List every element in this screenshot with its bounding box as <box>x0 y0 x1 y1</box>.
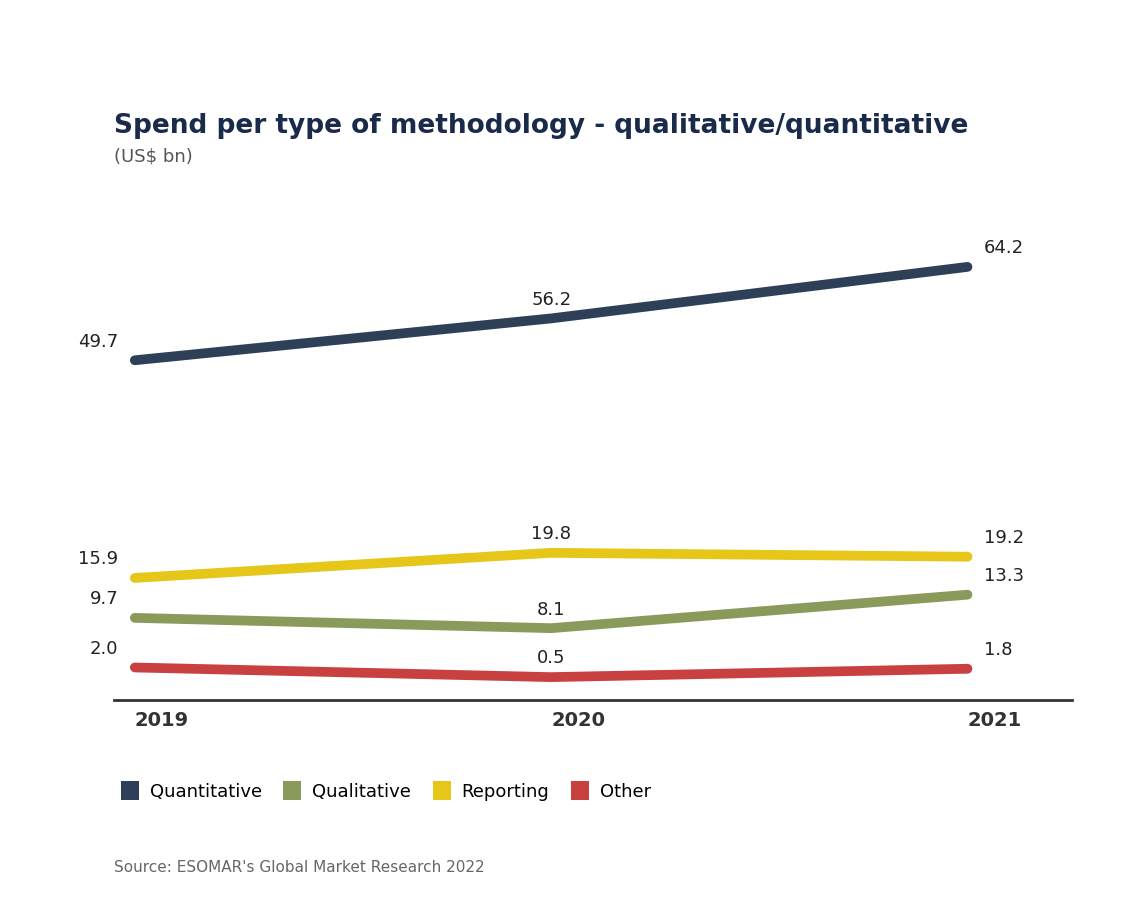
Legend: Quantitative, Qualitative, Reporting, Other: Quantitative, Qualitative, Reporting, Ot… <box>114 774 658 808</box>
Text: (US$ bn): (US$ bn) <box>114 148 193 166</box>
Text: 8.1: 8.1 <box>537 600 565 619</box>
Text: Source: ESOMAR's Global Market Research 2022: Source: ESOMAR's Global Market Research … <box>114 859 484 875</box>
Text: 0.5: 0.5 <box>537 649 565 667</box>
Text: 13.3: 13.3 <box>984 567 1025 585</box>
Text: Spend per type of methodology - qualitative/quantitative: Spend per type of methodology - qualitat… <box>114 113 968 139</box>
Text: 64.2: 64.2 <box>984 239 1025 257</box>
Text: 56.2: 56.2 <box>531 291 571 309</box>
Text: 19.2: 19.2 <box>984 529 1025 547</box>
Text: 49.7: 49.7 <box>78 333 119 351</box>
Text: 15.9: 15.9 <box>78 550 119 569</box>
Text: 1.8: 1.8 <box>984 641 1012 659</box>
Text: 2.0: 2.0 <box>90 640 119 658</box>
Text: 9.7: 9.7 <box>89 590 119 608</box>
Text: 19.8: 19.8 <box>531 525 571 544</box>
